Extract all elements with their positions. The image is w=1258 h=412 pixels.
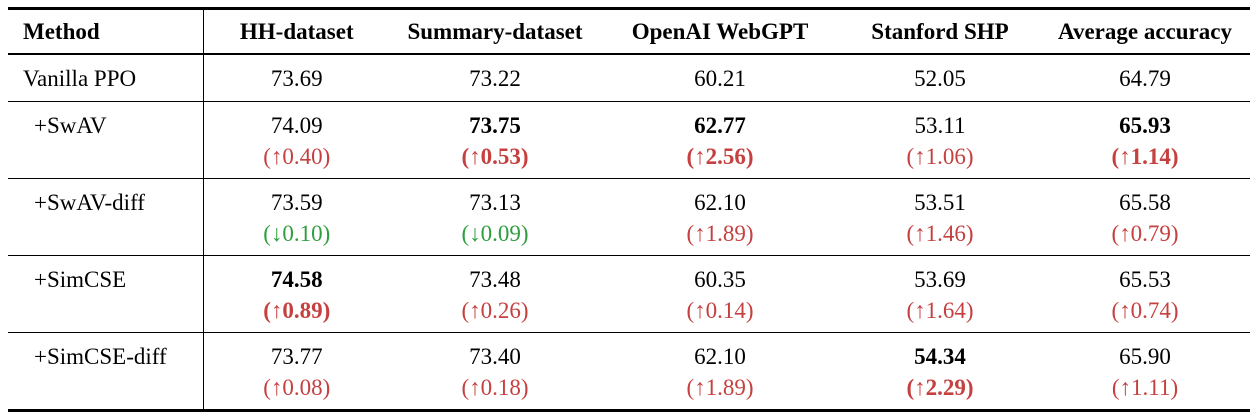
value-cell: 73.75 (↑0.53)	[390, 102, 600, 179]
value-cell: 53.69 (↑1.64)	[840, 256, 1040, 333]
method-label: +SwAV-diff	[34, 190, 145, 215]
value-cell: 65.93 (↑1.14)	[1040, 102, 1250, 179]
method-label: +SimCSE-diff	[34, 344, 167, 369]
cell-delta: (↑0.40)	[263, 144, 331, 169]
value-cell: 52.05	[840, 54, 1040, 102]
value-cell: 73.48 (↑0.26)	[390, 256, 600, 333]
cell-delta: (↑1.64)	[906, 298, 974, 323]
cell-value: 60.35	[694, 267, 746, 292]
cell-delta: (↑0.53)	[461, 144, 529, 169]
cell-delta: (↑1.46)	[906, 221, 974, 246]
value-cell: 73.40 (↑0.18)	[390, 333, 600, 411]
cell-value: 64.79	[1119, 66, 1171, 91]
cell-value: 60.21	[694, 66, 746, 91]
table-row: +SwAV-diff 73.59 (↓0.10) 73.13 (↓0.09) 62.10 (…	[8, 178, 1250, 256]
value-cell: 74.58 (↑0.89)	[203, 256, 390, 333]
value-cell: 73.77 (↑0.08)	[203, 333, 390, 411]
value-cell: 62.10 (↑1.89)	[600, 333, 840, 411]
cell-value: 62.10	[694, 190, 746, 215]
cell-value: 65.93	[1119, 113, 1171, 138]
cell-value: 53.11	[914, 113, 966, 138]
value-cell: 74.09 (↑0.40)	[203, 102, 390, 179]
value-cell: 53.51 (↑1.46)	[840, 179, 1040, 256]
column-header-stanford-shp: Stanford SHP	[871, 18, 1009, 44]
cell-delta: (↑2.29)	[906, 375, 974, 400]
cell-delta: (↑0.08)	[263, 375, 331, 400]
table-row: +SimCSE-diff 73.77 (↑0.08) 73.40 (↑0.18) 62.1…	[8, 332, 1250, 411]
method-cell: +SwAV	[8, 101, 204, 179]
cell-delta: (↑1.89)	[686, 221, 754, 246]
cell-value: 62.77	[694, 113, 746, 138]
value-cell: 53.11 (↑1.06)	[840, 102, 1040, 179]
cell-delta: (↑2.56)	[686, 144, 754, 169]
header-row: Method HH-dataset Summary-dataset OpenAI…	[8, 8, 1250, 54]
cell-delta: (↓0.09)	[461, 221, 529, 246]
cell-value: 65.58	[1119, 190, 1171, 215]
cell-delta: (↑0.26)	[461, 298, 529, 323]
results-table: Method HH-dataset Summary-dataset OpenAI…	[8, 7, 1250, 412]
table-row: Vanilla PPO 73.69 73.22 60.21 52.05 64.79	[8, 54, 1250, 102]
cell-value: 53.51	[914, 190, 966, 215]
column-header-summary-dataset: Summary-dataset	[407, 18, 583, 44]
value-cell: 62.77 (↑2.56)	[600, 102, 840, 179]
cell-value: 65.90	[1119, 344, 1171, 369]
value-cell: 73.13 (↓0.09)	[390, 179, 600, 256]
method-label: +SimCSE	[34, 267, 127, 292]
method-cell: +SimCSE	[8, 255, 204, 333]
cell-delta: (↑0.79)	[1111, 221, 1179, 246]
column-header-method: Method	[8, 8, 204, 54]
table-body: Vanilla PPO 73.69 73.22 60.21 52.05 64.79 +SwA…	[8, 54, 1250, 411]
cell-value: 65.53	[1119, 267, 1171, 292]
cell-delta: (↑1.11)	[1111, 375, 1179, 400]
value-cell: 73.69	[203, 54, 390, 102]
cell-value: 73.22	[469, 66, 521, 91]
cell-delta: (↑1.06)	[906, 144, 974, 169]
cell-value: 73.75	[469, 113, 521, 138]
cell-value: 73.48	[469, 267, 521, 292]
value-cell: 65.58 (↑0.79)	[1040, 179, 1250, 256]
table-row: +SimCSE 74.58 (↑0.89) 73.48 (↑0.26) 60.35 (↑0.…	[8, 255, 1250, 333]
cell-value: 53.69	[914, 267, 966, 292]
cell-value: 54.34	[914, 344, 966, 369]
cell-delta: (↑1.14)	[1111, 144, 1179, 169]
value-cell: 62.10 (↑1.89)	[600, 179, 840, 256]
cell-value: 73.77	[270, 344, 323, 369]
column-header-hh-dataset: HH-dataset	[239, 18, 354, 44]
paper-table-page: Method HH-dataset Summary-dataset OpenAI…	[0, 7, 1258, 412]
cell-value: 62.10	[694, 344, 746, 369]
value-cell: 60.35 (↑0.14)	[600, 256, 840, 333]
method-cell: +SwAV-diff	[8, 178, 204, 256]
cell-delta: (↑0.18)	[461, 375, 529, 400]
cell-value: 74.09	[270, 113, 323, 138]
value-cell: 73.59 (↓0.10)	[203, 179, 390, 256]
value-cell: 65.53 (↑0.74)	[1040, 256, 1250, 333]
cell-value: 73.69	[270, 66, 323, 91]
method-label: Vanilla PPO	[23, 66, 137, 91]
method-cell: +SimCSE-diff	[8, 332, 204, 411]
column-header-average-accuracy: Average accuracy	[1058, 18, 1232, 44]
value-cell: 65.90 (↑1.11)	[1040, 333, 1250, 411]
cell-value: 73.13	[469, 190, 521, 215]
cell-delta: (↑0.89)	[263, 298, 331, 323]
table-row: +SwAV 74.09 (↑0.40) 73.75 (↑0.53) 62.77 (↑2.56…	[8, 101, 1250, 179]
cell-value: 73.40	[469, 344, 521, 369]
value-cell: 64.79	[1040, 54, 1250, 102]
cell-delta: (↑0.14)	[686, 298, 754, 323]
cell-delta: (↓0.10)	[263, 221, 331, 246]
value-cell: 73.22	[390, 54, 600, 102]
cell-value: 73.59	[270, 190, 323, 215]
cell-delta: (↑1.89)	[686, 375, 754, 400]
value-cell: 60.21	[600, 54, 840, 102]
method-label: +SwAV	[34, 113, 107, 138]
cell-value: 52.05	[914, 66, 966, 91]
column-header-openai-webgpt: OpenAI WebGPT	[631, 18, 809, 44]
cell-value: 74.58	[270, 267, 323, 292]
method-cell: Vanilla PPO	[8, 54, 204, 102]
cell-delta: (↑0.74)	[1111, 298, 1179, 323]
value-cell: 54.34 (↑2.29)	[840, 333, 1040, 411]
